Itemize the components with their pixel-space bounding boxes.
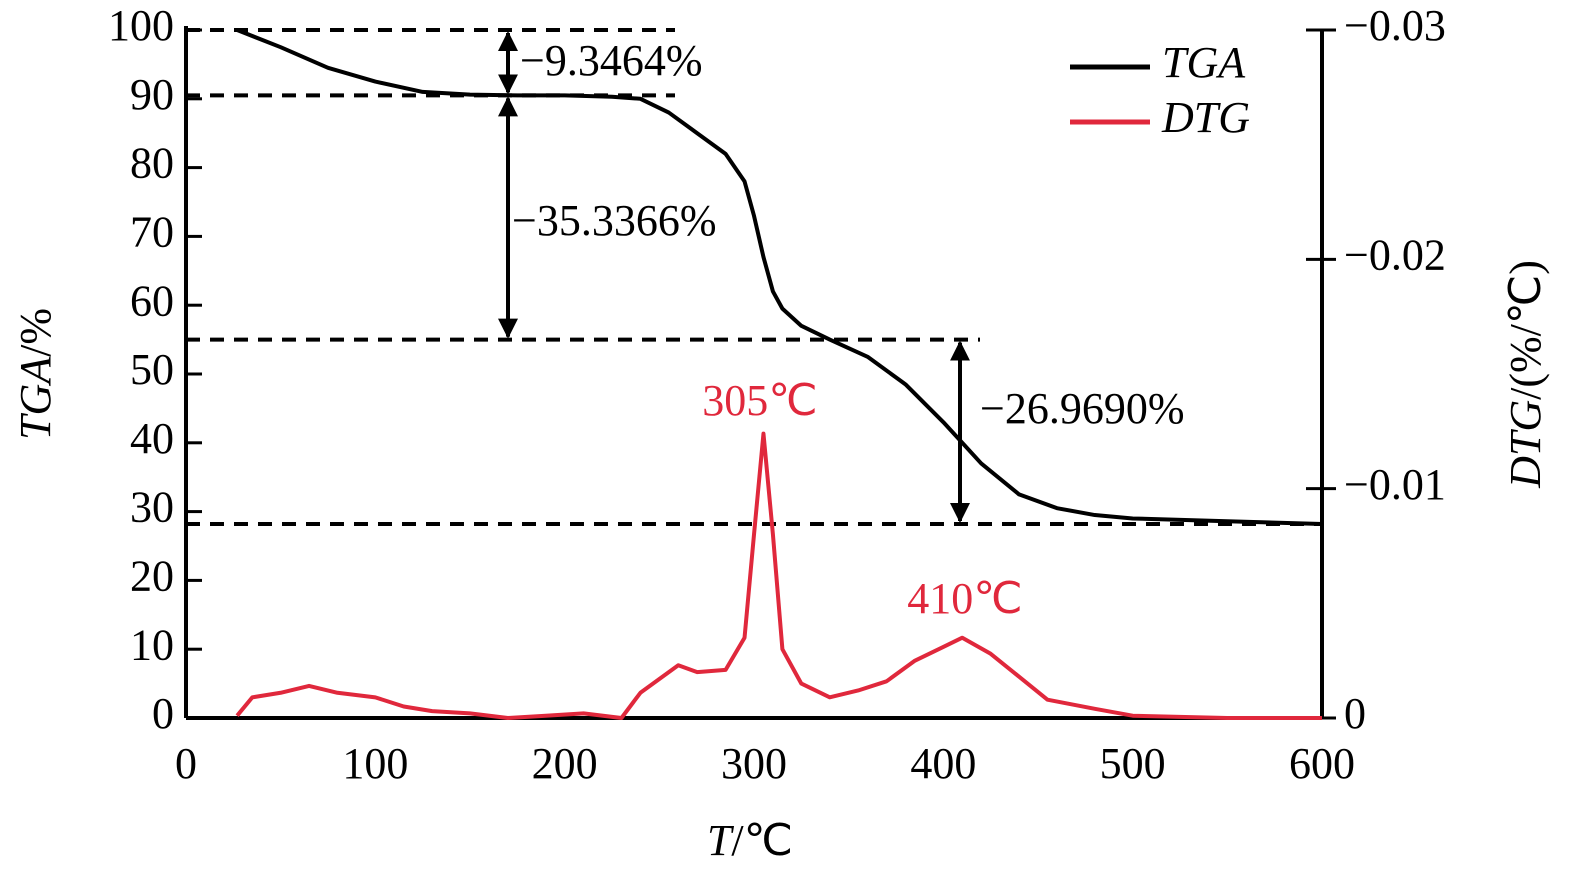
y2-tick-label: −0.01 xyxy=(1344,460,1446,509)
y-tick-label: 70 xyxy=(130,207,174,256)
y-label-var: TGA xyxy=(11,356,60,440)
x-label-var: T xyxy=(707,816,735,865)
x-tick-label: 200 xyxy=(532,739,598,788)
y-tick-label: 80 xyxy=(130,139,174,188)
mass-loss-label: −9.3464% xyxy=(520,36,702,85)
x-tick-label: 300 xyxy=(721,739,787,788)
mass-loss-label: −35.3366% xyxy=(512,196,716,245)
peak-label: 305℃ xyxy=(702,376,817,425)
y-tick-label: 90 xyxy=(130,70,174,119)
y-axis-label: TGA/% xyxy=(11,308,60,440)
y-label-unit: /% xyxy=(11,308,60,357)
y-tick-label: 40 xyxy=(130,414,174,463)
peak-label: 410℃ xyxy=(907,574,1022,623)
legend-label: TGA xyxy=(1162,38,1246,87)
y-tick-label: 30 xyxy=(130,483,174,532)
y-tick-label: 10 xyxy=(130,620,174,669)
x-tick-label: 0 xyxy=(175,739,197,788)
y2-tick-label: −0.03 xyxy=(1344,1,1446,50)
y2-axis-label: DTG/(%/℃) xyxy=(1501,260,1550,489)
y-tick-label: 20 xyxy=(130,551,174,600)
y2-tick-label: 0 xyxy=(1344,689,1366,738)
data-line xyxy=(235,431,1322,720)
y-tick-label: 60 xyxy=(130,276,174,325)
x-tick-label: 500 xyxy=(1100,739,1166,788)
y2-label-var: DTG xyxy=(1501,400,1550,489)
y2-tick-label: −0.02 xyxy=(1344,230,1446,279)
x-tick-label: 600 xyxy=(1289,739,1355,788)
y-tick-label: 100 xyxy=(108,1,174,50)
x-tick-label: 400 xyxy=(910,739,976,788)
legend-label: DTG xyxy=(1161,93,1250,142)
x-label-unit: /℃ xyxy=(731,816,793,865)
x-tick-label: 100 xyxy=(342,739,408,788)
x-axis-label: T/℃ xyxy=(707,816,793,865)
y-tick-label: 50 xyxy=(130,345,174,394)
y-tick-label: 0 xyxy=(152,689,174,738)
mass-loss-label: −26.9690% xyxy=(980,384,1184,433)
data-line xyxy=(236,28,1323,526)
y2-label-unit: /(%/℃) xyxy=(1501,260,1550,400)
